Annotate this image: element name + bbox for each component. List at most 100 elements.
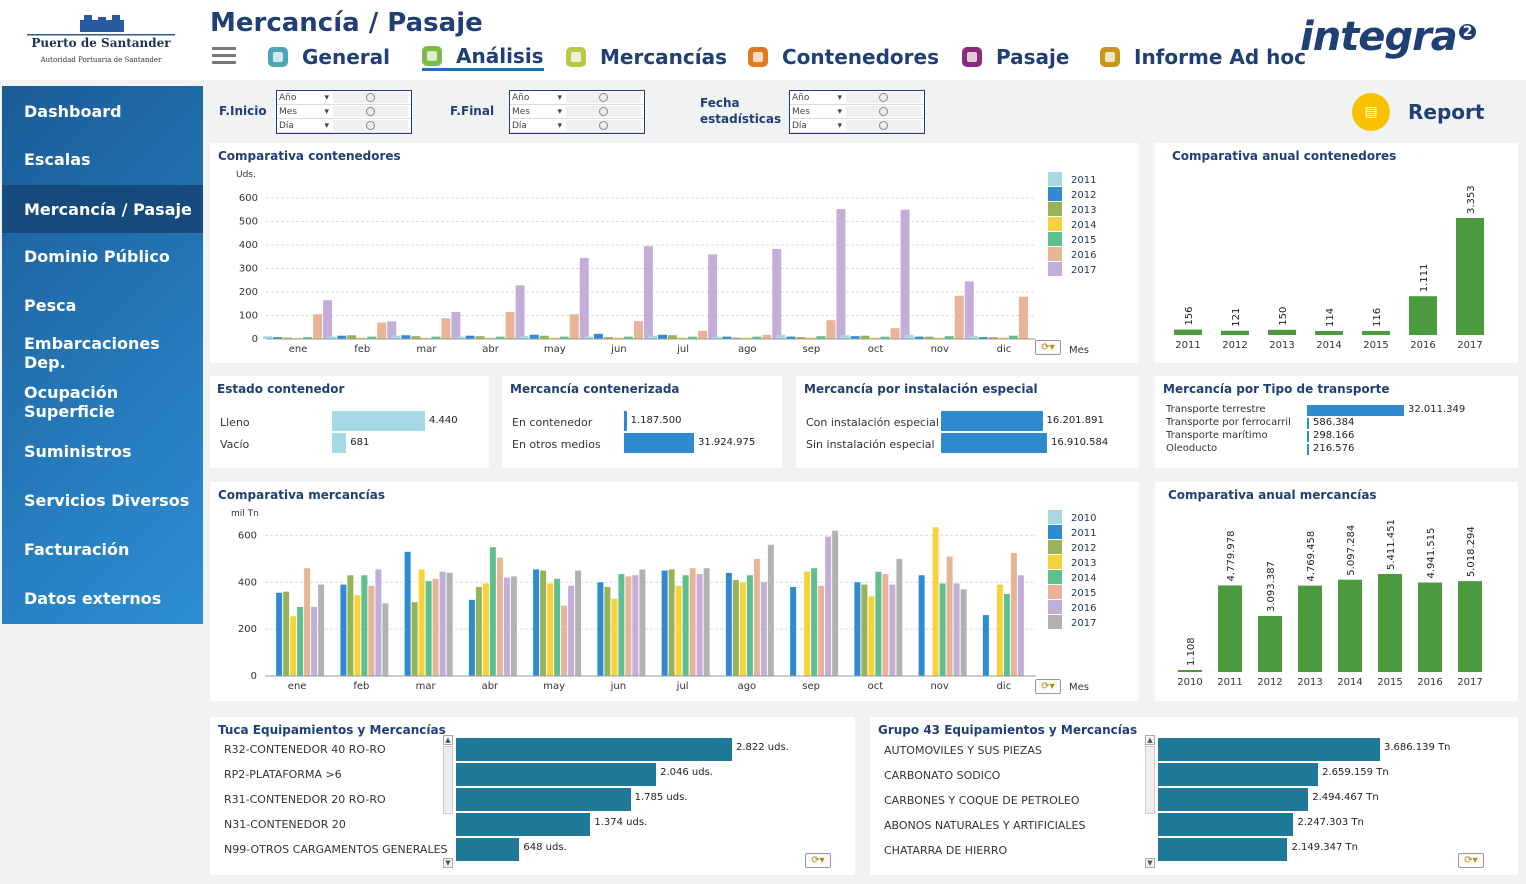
hamburger-menu-icon[interactable] — [212, 47, 236, 65]
filter-slider[interactable] — [566, 106, 641, 117]
page-title: Mercancía / Pasaje — [210, 8, 483, 38]
filter-row[interactable]: Día ▾ — [790, 119, 924, 133]
bar-oleoducto[interactable] — [1307, 444, 1309, 455]
bar-r31-contenedor-20-ro-ro[interactable] — [456, 788, 631, 811]
filter-select[interactable]: Año ▾ — [790, 93, 846, 103]
filter-row[interactable]: Mes ▾ — [790, 105, 924, 119]
bar-2016-nov — [954, 295, 964, 339]
sidebar-item-suministros[interactable]: Suministros — [24, 441, 132, 461]
x-tick-label: 2015 — [1363, 340, 1388, 351]
cycle-dimension-button[interactable]: ⟳▾ — [805, 853, 831, 868]
bar-transporte-mar-timo[interactable] — [1307, 431, 1309, 442]
bar-vac-o[interactable] — [332, 433, 347, 453]
tab-contenedores[interactable]: Contenedores — [748, 43, 939, 71]
sidebar-item-servicios-diversos[interactable]: Servicios Diversos — [24, 490, 190, 510]
bar-chatarra-de-hierro[interactable] — [1158, 838, 1288, 861]
bar-2016-ago — [762, 334, 772, 339]
sidebar-item-embarcaciones-dep-[interactable]: Embarcaciones Dep. — [24, 334, 160, 372]
sidebar-item-mercanc-a-pasaje[interactable]: Mercancía / Pasaje — [2, 185, 203, 233]
y-tick-label: 200 — [238, 624, 257, 635]
bar-value-label: 2.046 uds. — [660, 767, 713, 778]
bar-en-otros-medios[interactable] — [624, 433, 694, 453]
filter-select[interactable]: Día ▾ — [510, 121, 566, 131]
filter-slider[interactable] — [846, 120, 921, 131]
filter-row[interactable]: Mes ▾ — [510, 105, 644, 119]
x-tick-label: jul — [676, 344, 689, 355]
scroll-down-icon[interactable]: ▼ — [443, 858, 453, 868]
data-label: 150 — [1278, 307, 1289, 326]
scrollbar-thumb[interactable] — [1145, 746, 1155, 814]
tab-mercancías[interactable]: Mercancías — [566, 43, 727, 71]
bar-carbonato-sodico[interactable] — [1158, 763, 1319, 786]
bar-transporte-por-ferrocarril[interactable] — [1307, 418, 1309, 429]
legend-swatch — [1048, 525, 1062, 539]
x-tick-label: oct — [868, 681, 884, 692]
sidebar-item-escalas[interactable]: Escalas — [24, 149, 91, 169]
tab-pasaje[interactable]: Pasaje — [962, 43, 1069, 71]
bar-2015 — [1362, 330, 1390, 335]
bar-2011-ago — [712, 336, 722, 339]
filter-slider[interactable] — [333, 120, 408, 131]
bar-rp2-plataforma-6[interactable] — [456, 763, 657, 786]
sidebar-item-pesca[interactable]: Pesca — [24, 295, 77, 315]
tab-análisis[interactable]: Análisis — [422, 43, 544, 71]
filter-final-box[interactable]: Año ▾ Mes ▾ Día ▾ — [509, 90, 645, 134]
filter-select[interactable]: Año ▾ — [277, 93, 333, 103]
sidebar-item-facturaci-n[interactable]: Facturación — [24, 539, 130, 559]
cycle-dimension-button[interactable]: ⟳▾ — [1458, 853, 1484, 868]
filter-slider[interactable] — [333, 106, 408, 117]
filter-select[interactable]: Mes ▾ — [510, 107, 566, 117]
sidebar-item-dashboard[interactable]: Dashboard — [24, 101, 122, 121]
bar-automoviles-y-sus-piezas[interactable] — [1158, 738, 1380, 761]
bar-2011-jul — [661, 570, 668, 676]
filter-row[interactable]: Día ▾ — [277, 119, 411, 133]
scroll-down-icon[interactable]: ▼ — [1145, 858, 1155, 868]
sidebar-item-datos-externos[interactable]: Datos externos — [24, 588, 162, 608]
legend-label: 2011 — [1071, 528, 1096, 539]
filter-slider[interactable] — [566, 92, 641, 103]
bar-lleno[interactable] — [332, 411, 425, 431]
filter-select[interactable]: Mes ▾ — [790, 107, 846, 117]
bar-2016-sep — [826, 320, 836, 339]
filter-select[interactable]: Día ▾ — [790, 121, 846, 131]
filter-select[interactable]: Día ▾ — [277, 121, 333, 131]
tab-informe-ad-hoc[interactable]: Informe Ad hoc — [1100, 43, 1306, 71]
filter-slider[interactable] — [846, 92, 921, 103]
filter-select[interactable]: Mes ▾ — [277, 107, 333, 117]
report-button[interactable]: ▤ Report — [1352, 93, 1484, 131]
bar-2013 — [1268, 329, 1296, 335]
filter-select[interactable]: Año ▾ — [510, 93, 566, 103]
filter-slider[interactable] — [566, 120, 641, 131]
sidebar-item-dominio-p-blico[interactable]: Dominio Público — [24, 246, 170, 266]
bar-transporte-terrestre[interactable] — [1307, 405, 1404, 416]
scroll-up-icon[interactable]: ▲ — [1145, 735, 1155, 745]
panel-tuca: Tuca Equipamientos y Mercancías R32-CONT… — [210, 717, 855, 875]
cycle-dimension-button[interactable]: ⟳▾ — [1035, 340, 1061, 355]
filter-row[interactable]: Año ▾ — [510, 91, 644, 105]
filter-fecha-box[interactable]: Año ▾ Mes ▾ Día ▾ — [789, 90, 925, 134]
bar-en-contenedor[interactable] — [624, 411, 627, 431]
filter-row[interactable]: Año ▾ — [790, 91, 924, 105]
puerto-santander-logo: Puerto de Santander Autoridad Portuaria … — [22, 14, 180, 70]
sidebar-item-ocupaci-n-superficie[interactable]: Ocupación Superficie — [24, 383, 119, 421]
x-tick-label: feb — [354, 344, 370, 355]
filter-slider[interactable] — [333, 92, 408, 103]
filter-row[interactable]: Año ▾ — [277, 91, 411, 105]
tab-general[interactable]: General — [268, 43, 390, 71]
cycle-dimension-button[interactable]: ⟳▾ — [1035, 679, 1061, 694]
filter-row[interactable]: Mes ▾ — [277, 105, 411, 119]
bar-sin-instalaci-n-especial[interactable] — [941, 433, 1047, 453]
bar-2017-may — [575, 570, 582, 676]
filter-slider[interactable] — [846, 106, 921, 117]
bar-carbones-y-coque-de-petroleo[interactable] — [1158, 788, 1309, 811]
bar-con-instalaci-n-especial[interactable] — [941, 411, 1043, 431]
filter-row[interactable]: Día ▾ — [510, 119, 644, 133]
filter-inicio-box[interactable]: Año ▾ Mes ▾ Día ▾ — [276, 90, 412, 134]
bar-n99-otros-cargamentos-generales[interactable] — [456, 838, 520, 861]
scroll-up-icon[interactable]: ▲ — [443, 735, 453, 745]
bar-2011-may — [533, 569, 540, 676]
scrollbar-thumb[interactable] — [443, 746, 453, 814]
bar-n31-contenedor-20[interactable] — [456, 813, 591, 836]
bar-r32-contenedor-40-ro-ro[interactable] — [456, 738, 732, 761]
bar-abonos-naturales-y-artificiales[interactable] — [1158, 813, 1294, 836]
